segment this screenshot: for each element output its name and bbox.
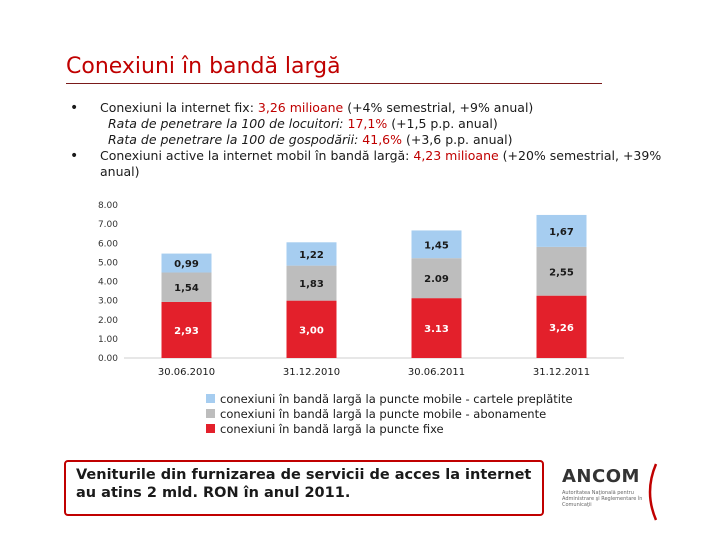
stacked-bar-chart: 0.00 1.00 2.00 3.00 4.00 5.00 6.00 7.00 8.00 2,93…: [98, 201, 624, 378]
y-tick-label: 0.00: [98, 354, 118, 364]
logo-subtitle: Autoritatea Naţională pentru Administrar…: [562, 490, 643, 508]
x-tick-label: 30.06.2011: [408, 367, 465, 378]
y-tick-label: 1.00: [98, 335, 118, 345]
page-title: Conexiuni în bandă largă: [66, 54, 341, 79]
y-tick-label: 4.00: [98, 278, 118, 288]
bullet-mobile-connections: • Conexiuni active la internet mobil în …: [64, 148, 704, 180]
logo-arc-icon: [648, 463, 658, 521]
bar-segment: [161, 253, 212, 273]
bullet-detail: (+4% semestrial, +9% anual): [343, 100, 534, 115]
bullet-dot-icon: •: [70, 100, 79, 116]
chart-legend: conexiuni în bandă largă la puncte mobil…: [206, 391, 573, 436]
bar-segment: [161, 272, 212, 302]
bullet-list: • Conexiuni la internet fix: 3,26 milioa…: [64, 100, 704, 180]
bar-data-label: 1,54: [174, 283, 199, 294]
bar-data-label: 2,93: [174, 326, 199, 337]
bar-segment: [536, 246, 587, 296]
legend-item-fixed: conexiuni în bandă largă la puncte fixe: [206, 421, 573, 436]
bar-segment: [286, 300, 337, 358]
legend-swatch: [206, 394, 215, 403]
bullet-text: Conexiuni la internet fix:: [100, 100, 258, 115]
bar-data-label: 2,55: [549, 267, 574, 278]
y-tick-label: 7.00: [98, 220, 118, 230]
x-tick-label: 30.06.2010: [158, 367, 215, 378]
bar-segment: [161, 301, 212, 358]
sub-bullet-detail: (+3,6 p.p. anual): [402, 132, 513, 147]
bullet-text: Conexiuni active la internet mobil în ba…: [100, 148, 414, 163]
bar-data-label: 3,26: [549, 323, 574, 334]
y-tick-label: 6.00: [98, 239, 118, 249]
bullet-value: 3,26 milioane: [257, 100, 344, 115]
sub-bullet-penetration-inhabitants: Rata de penetrare la 100 de locuitori: 1…: [64, 116, 704, 132]
legend-swatch: [206, 409, 215, 418]
bar-segment: [411, 230, 462, 259]
legend-label: conexiuni în bandă largă la puncte mobil…: [220, 391, 573, 406]
sub-bullet-text: Rata de penetrare la 100 de locuitori:: [108, 116, 348, 131]
bar-data-label: 1,83: [299, 279, 324, 290]
bullet-dot-icon: •: [70, 148, 79, 164]
y-tick-label: 8.00: [98, 201, 118, 211]
bar-segment: [286, 242, 337, 266]
legend-item-prepaid: conexiuni în bandă largă la puncte mobil…: [206, 391, 573, 406]
bar-data-label: 1,45: [424, 240, 449, 251]
bar-segment: [411, 258, 462, 299]
bullet-detail: (+20% semestrial, +39% anual): [100, 148, 662, 179]
x-tick-label: 31.12.2010: [283, 367, 340, 378]
sub-bullet-penetration-households: Rata de penetrare la 100 de gospodării: …: [64, 132, 704, 148]
sub-bullet-text: Rata de penetrare la 100 de gospodării:: [108, 132, 363, 147]
bar-segment: [286, 265, 337, 301]
bar-data-label: 3,00: [299, 325, 324, 336]
y-tick-label: 2.00: [98, 316, 118, 326]
legend-swatch: [206, 424, 215, 433]
bullet-value: 4,23 milioane: [413, 148, 499, 163]
bar-data-label: 1,67: [549, 227, 574, 238]
legend-label: conexiuni în bandă largă la puncte fixe: [220, 421, 444, 436]
bar-data-label: 2.09: [424, 274, 449, 285]
legend-item-subscriptions: conexiuni în bandă largă la puncte mobil…: [206, 406, 573, 421]
revenue-callout: Veniturile din furnizarea de servicii de…: [64, 460, 544, 516]
bar-segment: [536, 214, 587, 247]
bullet-fixed-connections: • Conexiuni la internet fix: 3,26 milioa…: [64, 100, 704, 116]
bar-segment: [411, 298, 462, 358]
x-tick-label: 31.12.2011: [533, 367, 590, 378]
bar-data-label: 1,22: [299, 250, 324, 261]
bar-data-label: 0,99: [174, 259, 199, 270]
sub-bullet-detail: (+1,5 p.p. anual): [387, 116, 498, 131]
ancom-logo: ANCOM Autoritatea Naţională pentru Admin…: [560, 462, 690, 524]
y-tick-label: 5.00: [98, 258, 118, 268]
legend-label: conexiuni în bandă largă la puncte mobil…: [220, 406, 547, 421]
bar-data-label: 3.13: [424, 324, 449, 335]
sub-bullet-value: 41,6%: [362, 132, 403, 147]
y-tick-label: 3.00: [98, 297, 118, 307]
logo-name: ANCOM: [562, 466, 640, 487]
bar-segment: [536, 295, 587, 358]
sub-bullet-value: 17,1%: [347, 116, 388, 131]
title-divider: [66, 83, 602, 84]
